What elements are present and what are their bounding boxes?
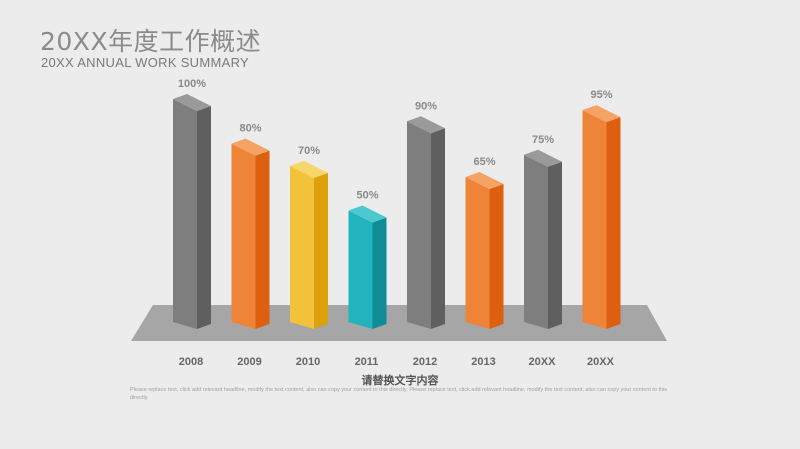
bar-top-face xyxy=(231,138,270,156)
bar-side-face xyxy=(314,172,328,329)
bar-front-face xyxy=(231,143,256,329)
x-tick-label: 2011 xyxy=(355,356,379,368)
data-label: 70% xyxy=(298,145,320,157)
bar-front-face xyxy=(465,177,490,329)
bar-5 xyxy=(465,172,504,329)
bar-side-face xyxy=(431,128,445,329)
data-label: 75% xyxy=(532,134,554,146)
bar-6 xyxy=(524,149,562,329)
x-tick-label: 20XX xyxy=(587,356,615,368)
data-label: 65% xyxy=(473,156,495,168)
bar-top-face xyxy=(407,116,445,134)
page-title: 20XX年度工作概述 xyxy=(40,27,262,56)
data-label: 95% xyxy=(590,89,612,101)
bar-top-face xyxy=(173,94,211,111)
bar-side-face xyxy=(606,117,621,330)
bar-top-face xyxy=(348,205,387,223)
bar-top-face xyxy=(524,149,562,167)
x-tick-label: 2012 xyxy=(413,356,437,368)
bar-side-face xyxy=(372,217,387,329)
bar-top-face xyxy=(465,172,504,190)
data-label: 100% xyxy=(178,78,206,90)
x-tick-label: 2008 xyxy=(179,356,203,368)
chart-caption: 请替换文字内容 xyxy=(361,374,439,387)
data-label: 50% xyxy=(356,190,378,202)
bar-front-face xyxy=(290,165,314,329)
bar-1 xyxy=(231,138,270,329)
x-tick-label: 2009 xyxy=(237,356,261,368)
bar-side-face xyxy=(197,106,211,329)
body-text: Please replace text, click add relevant … xyxy=(130,387,668,401)
bar-top-face xyxy=(290,160,328,178)
x-tick-label: 20XX xyxy=(529,356,557,368)
bar-front-face xyxy=(348,210,373,329)
page-subtitle: 20XX ANNUAL WORK SUMMARY xyxy=(41,55,250,70)
bar-0 xyxy=(173,94,211,329)
x-tick-label: 2010 xyxy=(296,356,320,368)
data-label: 90% xyxy=(415,100,437,112)
bar-4 xyxy=(407,116,445,329)
bar-front-face xyxy=(582,110,607,330)
bar-front-face xyxy=(173,99,197,329)
bar-top-face xyxy=(582,105,621,123)
bar-side-face xyxy=(489,184,504,329)
bar-front-face xyxy=(407,121,431,329)
data-label: 80% xyxy=(239,123,261,135)
bar-side-face xyxy=(255,150,270,329)
x-tick-label: 2013 xyxy=(471,356,495,368)
bar-side-face xyxy=(548,161,562,329)
bar-front-face xyxy=(524,154,548,329)
bar-2 xyxy=(290,160,328,329)
bar-7 xyxy=(582,105,621,330)
bar-3 xyxy=(348,205,387,329)
